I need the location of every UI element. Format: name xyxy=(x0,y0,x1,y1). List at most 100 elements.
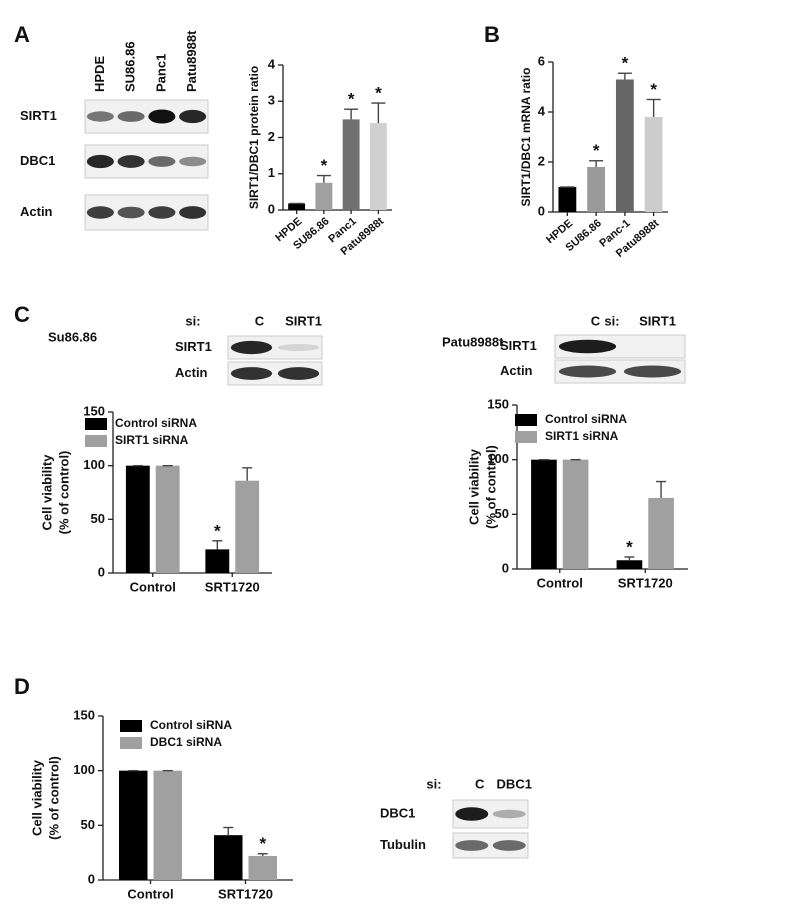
lane-label: SIRT1 xyxy=(285,313,322,328)
bar xyxy=(558,187,577,212)
band xyxy=(230,340,273,355)
legend-label: Control siRNA xyxy=(150,718,232,732)
significance-mark: * xyxy=(650,80,657,99)
y-tick-label: 4 xyxy=(268,56,276,71)
significance-mark: * xyxy=(593,141,600,160)
band xyxy=(230,367,273,380)
significance-mark: * xyxy=(214,521,221,540)
band xyxy=(277,367,320,380)
bar xyxy=(153,770,182,880)
x-tick-label: SRT1720 xyxy=(618,575,673,590)
significance-mark: * xyxy=(622,54,629,73)
legend-label: DBC1 siRNA xyxy=(150,735,222,749)
band xyxy=(117,155,145,168)
legend-swatch xyxy=(515,431,537,443)
y-tick-label: 0 xyxy=(88,871,95,886)
lane-label: SIRT1 xyxy=(639,313,676,328)
bar xyxy=(125,465,150,573)
bar xyxy=(644,117,663,212)
row-label: Actin xyxy=(500,363,533,378)
row-label: Actin xyxy=(175,365,208,380)
lane-label: SU86.86 xyxy=(123,41,138,92)
x-tick-label: SRT1720 xyxy=(218,886,273,901)
y-axis-label: Cell viability xyxy=(39,454,54,531)
row-label: DBC1 xyxy=(20,153,55,168)
bar xyxy=(205,549,230,573)
lane-label: C xyxy=(475,776,485,791)
lane-label: C xyxy=(591,313,601,328)
y-tick-label: 150 xyxy=(487,396,509,411)
legend-label: Control siRNA xyxy=(115,416,197,430)
lane-label: Patu8988t xyxy=(184,30,199,92)
band xyxy=(558,365,617,378)
band xyxy=(179,156,207,167)
y-tick-label: 3 xyxy=(268,93,275,108)
bar xyxy=(248,855,277,880)
y-tick-label: 0 xyxy=(502,560,509,575)
bar xyxy=(342,119,360,210)
y-tick-label: 6 xyxy=(538,53,545,68)
band xyxy=(455,807,489,821)
band xyxy=(492,840,526,851)
y-tick-label: 150 xyxy=(73,707,95,722)
y-tick-label: 1 xyxy=(268,165,275,180)
y-tick-label: 100 xyxy=(487,451,509,466)
y-axis-label: Cell viability xyxy=(466,448,481,525)
legend-swatch xyxy=(515,414,537,426)
lane-label: HPDE xyxy=(92,56,107,92)
bar xyxy=(648,497,674,569)
band xyxy=(558,339,617,354)
bar xyxy=(369,123,387,210)
row-label: SIRT1 xyxy=(175,339,212,354)
y-axis-label: (% of control) xyxy=(56,451,71,535)
y-tick-label: 100 xyxy=(83,457,105,472)
y-tick-label: 4 xyxy=(538,103,546,118)
legend-swatch xyxy=(120,737,142,749)
band xyxy=(492,809,526,819)
blot-prefix: si: xyxy=(185,313,200,328)
row-label: DBC1 xyxy=(380,805,415,820)
y-axis-label: (% of control) xyxy=(46,756,61,840)
x-tick-label: SRT1720 xyxy=(205,579,260,594)
significance-mark: * xyxy=(348,90,355,109)
legend-swatch xyxy=(85,418,107,430)
y-tick-label: 0 xyxy=(538,203,545,218)
y-tick-label: 2 xyxy=(538,153,545,168)
y-axis-label: SIRT1/DBC1 protein ratio xyxy=(247,66,261,209)
significance-mark: * xyxy=(375,84,382,103)
bar xyxy=(235,480,260,573)
blot-prefix: si: xyxy=(604,313,619,328)
panel-label: D xyxy=(14,674,30,699)
row-label: SIRT1 xyxy=(20,108,57,123)
band xyxy=(148,109,176,124)
blot-prefix: si: xyxy=(426,776,441,791)
legend-swatch xyxy=(85,435,107,447)
bar xyxy=(119,770,148,880)
y-tick-label: 50 xyxy=(91,511,105,526)
bar xyxy=(315,182,333,210)
legend-swatch xyxy=(120,720,142,732)
significance-mark: * xyxy=(626,537,633,556)
significance-mark: * xyxy=(259,834,266,853)
row-label: SIRT1 xyxy=(500,338,537,353)
y-tick-label: 100 xyxy=(73,762,95,777)
bar xyxy=(214,835,243,880)
x-tick-label: Control xyxy=(130,579,176,594)
row-label: Actin xyxy=(20,204,53,219)
legend-label: SIRT1 siRNA xyxy=(115,433,189,447)
band xyxy=(148,206,176,219)
bar xyxy=(587,167,606,212)
y-tick-label: 50 xyxy=(495,506,509,521)
y-axis-label: Cell viability xyxy=(29,759,44,836)
y-tick-label: 150 xyxy=(83,403,105,418)
y-tick-label: 50 xyxy=(81,817,95,832)
blot-title: Su86.86 xyxy=(48,329,97,344)
y-axis-label: (% of control) xyxy=(483,445,498,529)
row-label: Tubulin xyxy=(380,837,426,852)
band xyxy=(277,344,320,351)
bar xyxy=(155,465,180,573)
panel-label: C xyxy=(14,302,30,327)
band xyxy=(623,365,682,378)
band xyxy=(179,206,207,219)
